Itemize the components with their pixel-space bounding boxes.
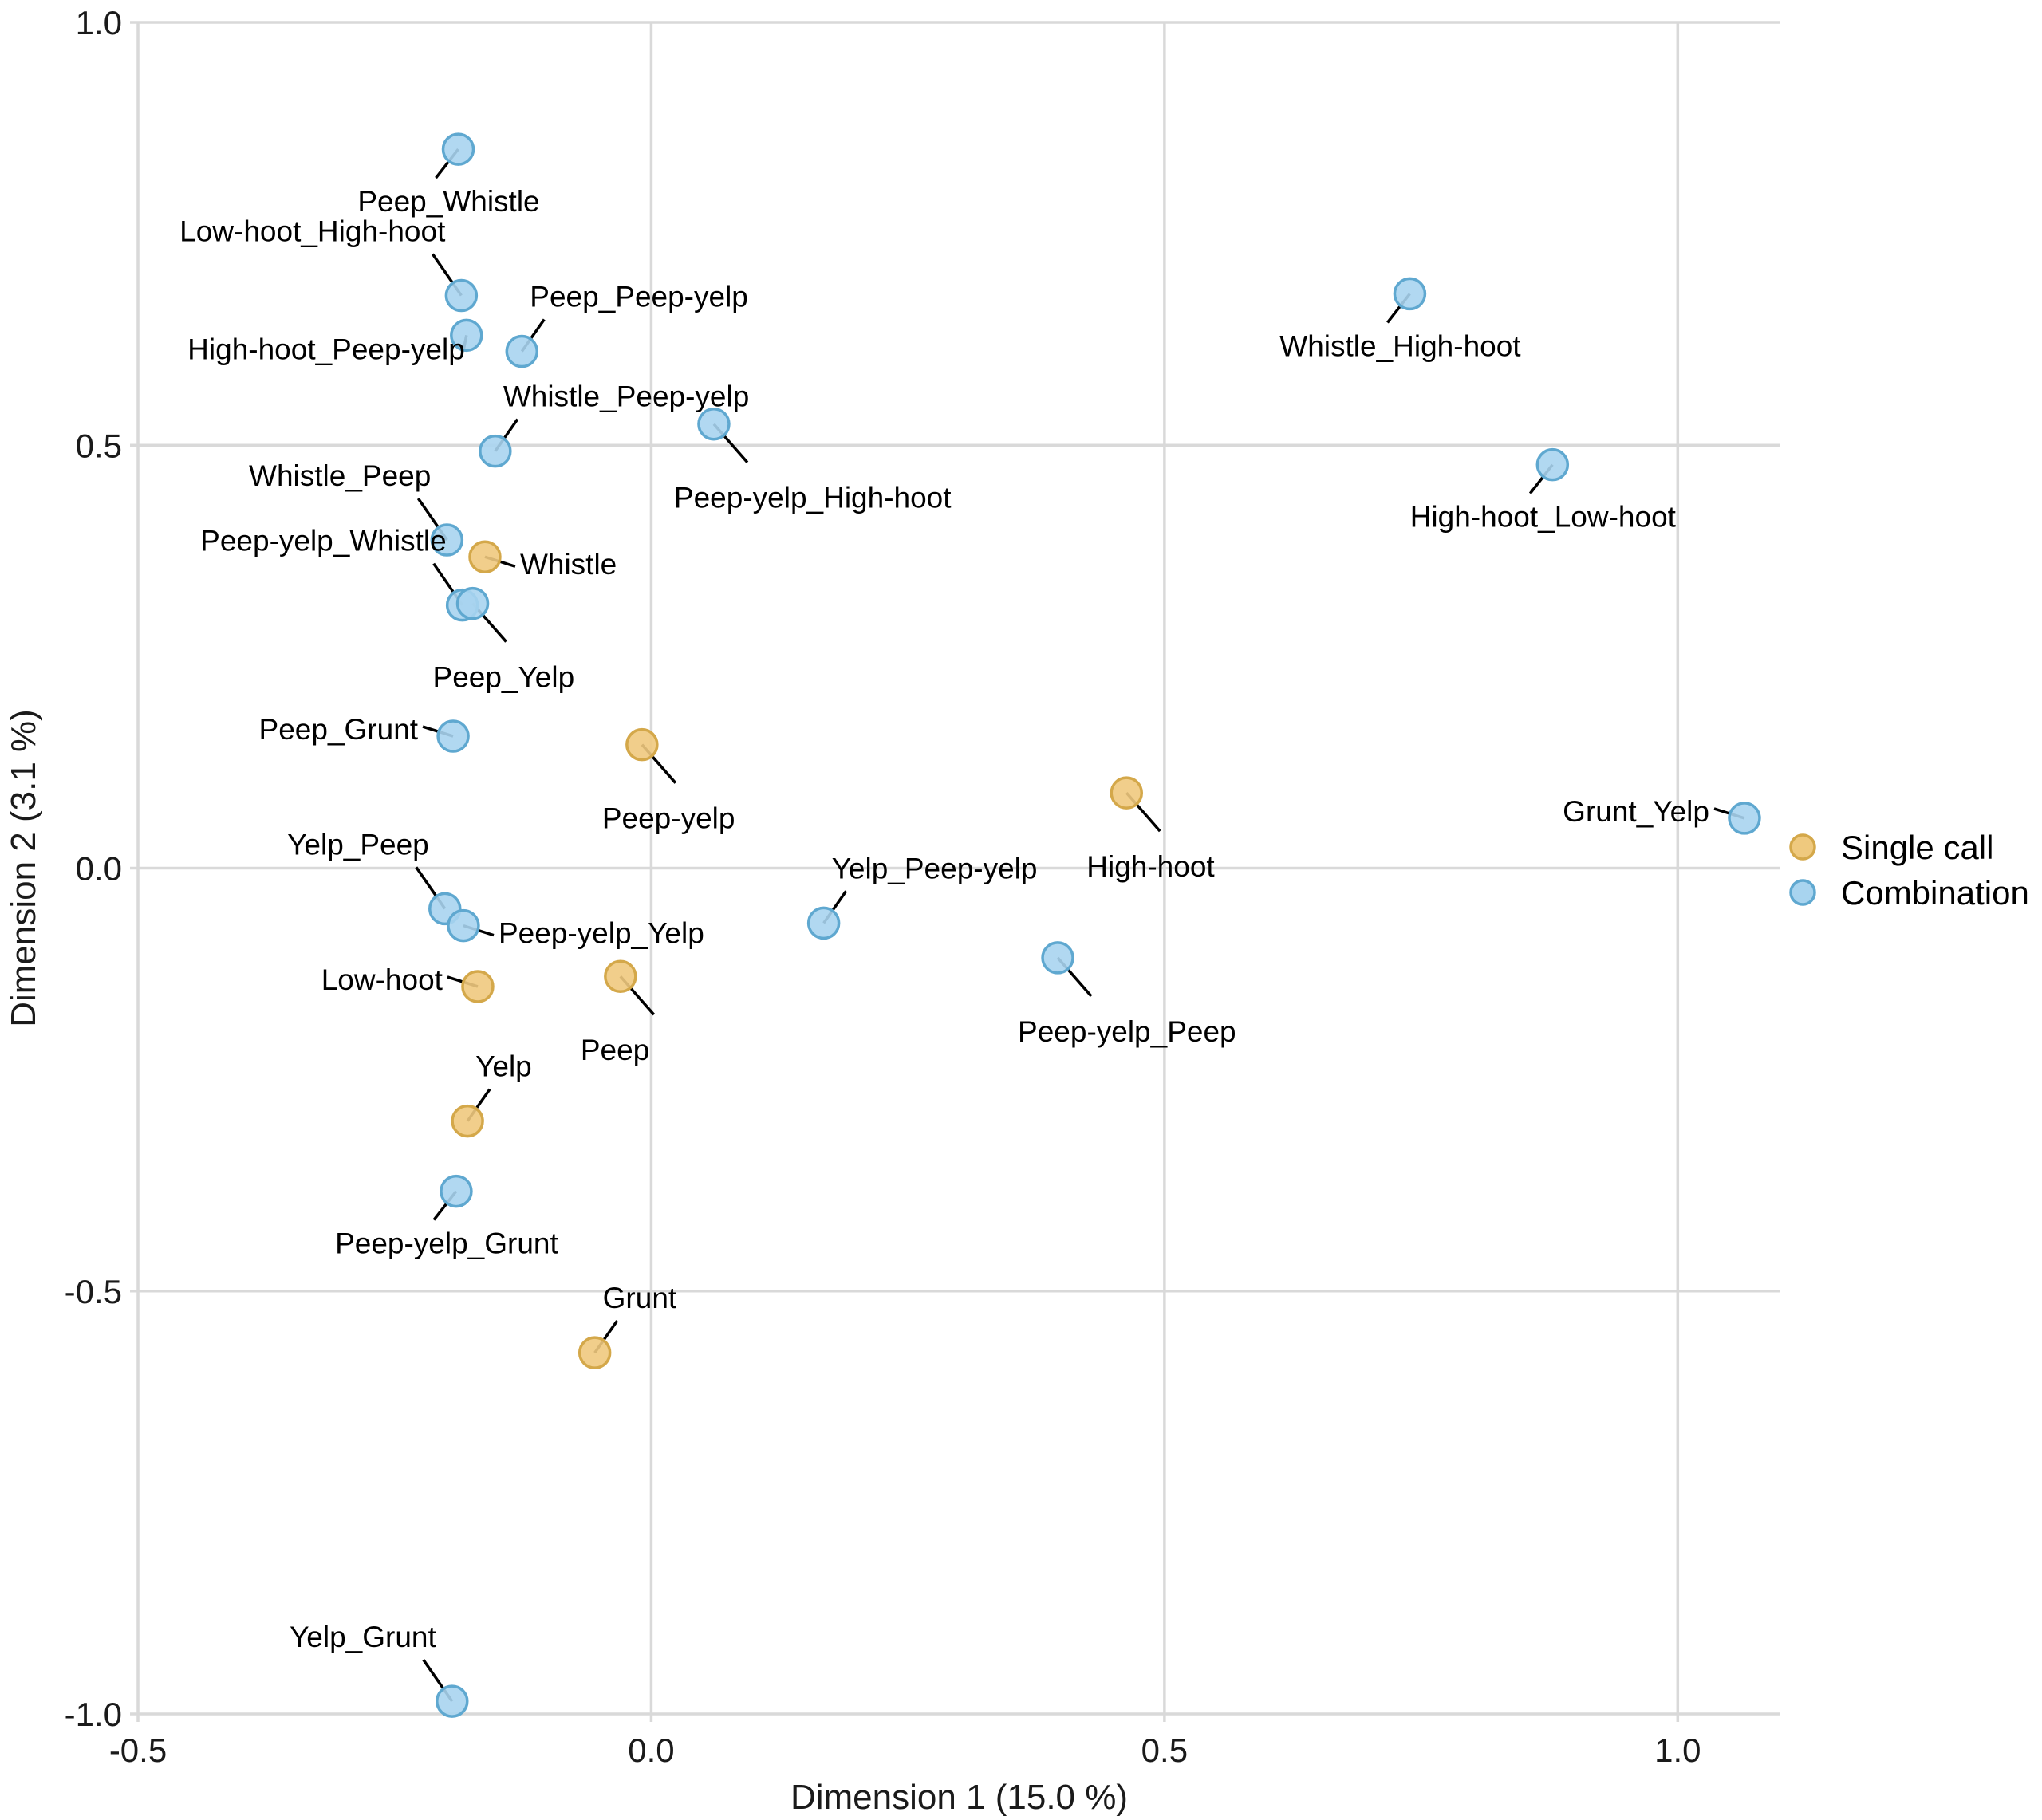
- data-point: [441, 132, 475, 166]
- data-point: [604, 959, 637, 993]
- point-label: High-hoot: [1086, 850, 1215, 883]
- point-label: Low-hoot: [321, 963, 443, 996]
- data-point: [1041, 941, 1074, 975]
- data-points: [428, 132, 1761, 1718]
- y-tick-label: 1.0: [76, 4, 122, 41]
- y-tick-label: -0.5: [65, 1273, 122, 1310]
- data-point: [461, 970, 495, 1003]
- point-label: Peep-yelp_Peep: [1018, 1015, 1236, 1048]
- data-point: [1110, 776, 1144, 810]
- x-tick-label: -0.5: [109, 1731, 167, 1769]
- point-label: Yelp_Peep: [287, 828, 429, 861]
- legend-label: Single call: [1841, 829, 1993, 866]
- data-point: [505, 334, 539, 368]
- point-label: Whistle_Peep-yelp: [503, 380, 749, 413]
- data-point: [625, 727, 659, 762]
- data-point: [450, 318, 483, 353]
- point-label: High-hoot_Peep-yelp: [187, 333, 465, 365]
- point-label: Peep-yelp_Whistle: [200, 525, 446, 557]
- axis-ticks: -1.0-0.50.00.51.0-0.5 0.0 0.5 1.0: [65, 4, 1701, 1769]
- legend-label: Combination: [1841, 874, 2029, 912]
- legend: Single call Combination: [1789, 829, 2029, 912]
- point-label: Peep: [581, 1034, 649, 1066]
- point-label: Whistle_High-hoot: [1279, 329, 1521, 362]
- data-point: [455, 586, 490, 620]
- point-label: Yelp: [475, 1050, 532, 1083]
- point-label: Grunt: [603, 1282, 677, 1314]
- point-label: Yelp_Grunt: [290, 1621, 436, 1653]
- data-point: [436, 719, 470, 753]
- legend-marker: [1789, 833, 1816, 861]
- x-tick-label: 0.5: [1141, 1731, 1188, 1769]
- point-label: High-hoot_Low-hoot: [1410, 501, 1677, 534]
- data-point: [1728, 802, 1761, 835]
- data-point: [578, 1336, 612, 1369]
- data-point: [440, 1174, 473, 1208]
- data-point: [479, 434, 512, 468]
- point-label: Yelp_Peep-yelp: [832, 852, 1038, 884]
- data-point: [430, 523, 464, 557]
- grid: [130, 21, 1780, 1722]
- data-point: [444, 278, 479, 313]
- data-point: [451, 1104, 484, 1138]
- data-point: [468, 540, 502, 573]
- point-label: Whistle_Peep: [249, 459, 431, 492]
- data-point: [697, 407, 731, 441]
- point-label: Peep-yelp_Grunt: [335, 1227, 558, 1260]
- x-tick-label: 0.0: [628, 1731, 674, 1769]
- y-tick-label: 0.0: [76, 850, 122, 888]
- data-point: [1535, 447, 1570, 482]
- y-axis-title: Dimension 2 (3.1 %): [4, 709, 43, 1027]
- data-point: [436, 1684, 469, 1718]
- x-axis-title: Dimension 1 (15.0 %): [790, 1778, 1128, 1817]
- point-labels: Whistle Peep-yelp High-hoot Low-hoot Peep Yel…: [179, 185, 1709, 1653]
- point-label: Whistle: [520, 548, 617, 581]
- point-label: Peep_Peep-yelp: [530, 281, 748, 313]
- data-point: [806, 906, 841, 940]
- legend-marker: [1789, 879, 1816, 906]
- point-label: Low-hoot_High-hoot: [179, 215, 446, 248]
- y-tick-label: -1.0: [65, 1696, 122, 1733]
- point-label: Peep_Grunt: [259, 713, 419, 746]
- point-label: Peep-yelp_High-hoot: [674, 482, 952, 514]
- point-label: Peep_Yelp: [433, 661, 575, 694]
- y-tick-label: 0.5: [76, 427, 122, 464]
- point-label: Peep_Whistle: [357, 185, 539, 218]
- data-point: [447, 908, 480, 943]
- point-label: Peep-yelp: [602, 802, 735, 835]
- data-point: [1393, 277, 1427, 311]
- point-label: Grunt_Yelp: [1563, 795, 1709, 828]
- point-label: Peep-yelp_Yelp: [499, 917, 704, 950]
- x-tick-label: 1.0: [1654, 1731, 1701, 1769]
